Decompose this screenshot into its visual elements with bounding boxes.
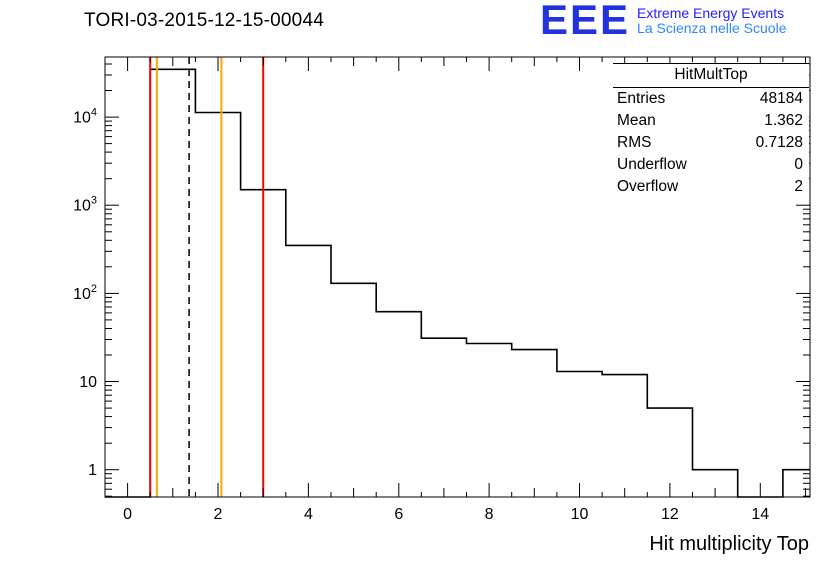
y-tick-label: 104 <box>73 107 97 127</box>
x-tick-label: 2 <box>214 506 223 523</box>
x-tick-label: 8 <box>485 506 494 523</box>
stats-row: Underflow 0 <box>613 154 809 176</box>
stats-value: 0.7128 <box>755 134 803 151</box>
stats-label: Mean <box>617 112 656 129</box>
stats-label: Entries <box>617 90 666 107</box>
x-tick-label: 10 <box>571 506 589 523</box>
x-tick-label: 0 <box>123 506 132 523</box>
x-axis-title: Hit multiplicity Top <box>649 533 809 555</box>
eee-logo-text: Extreme Energy Events La Scienza nelle S… <box>637 0 786 36</box>
stats-value: 1.362 <box>764 112 803 129</box>
page-title: TORI-03-2015-12-15-00044 <box>84 10 324 31</box>
stats-label: Overflow <box>617 178 679 195</box>
x-tick-label: 6 <box>394 506 403 523</box>
stats-value: 0 <box>794 156 803 173</box>
stats-row: Entries 48184 <box>613 88 809 110</box>
logo-line2: La Scienza nelle Scuole <box>637 20 787 36</box>
eee-logo-letters: EEE <box>540 0 631 43</box>
stats-value: 2 <box>794 178 803 195</box>
histogram-step-line <box>105 68 810 498</box>
eee-logo: EEE Extreme Energy Events La Scienza nel… <box>540 0 786 43</box>
stats-box: HitMultTop Entries 48184 Mean 1.362 RMS … <box>613 63 809 198</box>
y-tick-label: 1 <box>88 462 97 479</box>
stats-row: Mean 1.362 <box>613 110 809 132</box>
stats-title: HitMultTop <box>613 64 809 88</box>
stats-label: RMS <box>617 134 652 151</box>
y-tick-label: 102 <box>73 283 97 303</box>
stats-value: 48184 <box>759 90 803 107</box>
x-tick-label: 4 <box>304 506 313 523</box>
logo-line1: Extreme Energy Events <box>637 5 785 21</box>
x-tick-label: 14 <box>751 506 769 523</box>
x-tick-label: 12 <box>661 506 679 523</box>
y-tick-label: 103 <box>73 195 97 215</box>
stats-row: Overflow 2 <box>613 176 809 198</box>
plot-frame <box>104 56 811 498</box>
stats-label: Underflow <box>617 156 687 173</box>
y-tick-label: 10 <box>79 374 97 391</box>
stats-row: RMS 0.7128 <box>613 132 809 154</box>
